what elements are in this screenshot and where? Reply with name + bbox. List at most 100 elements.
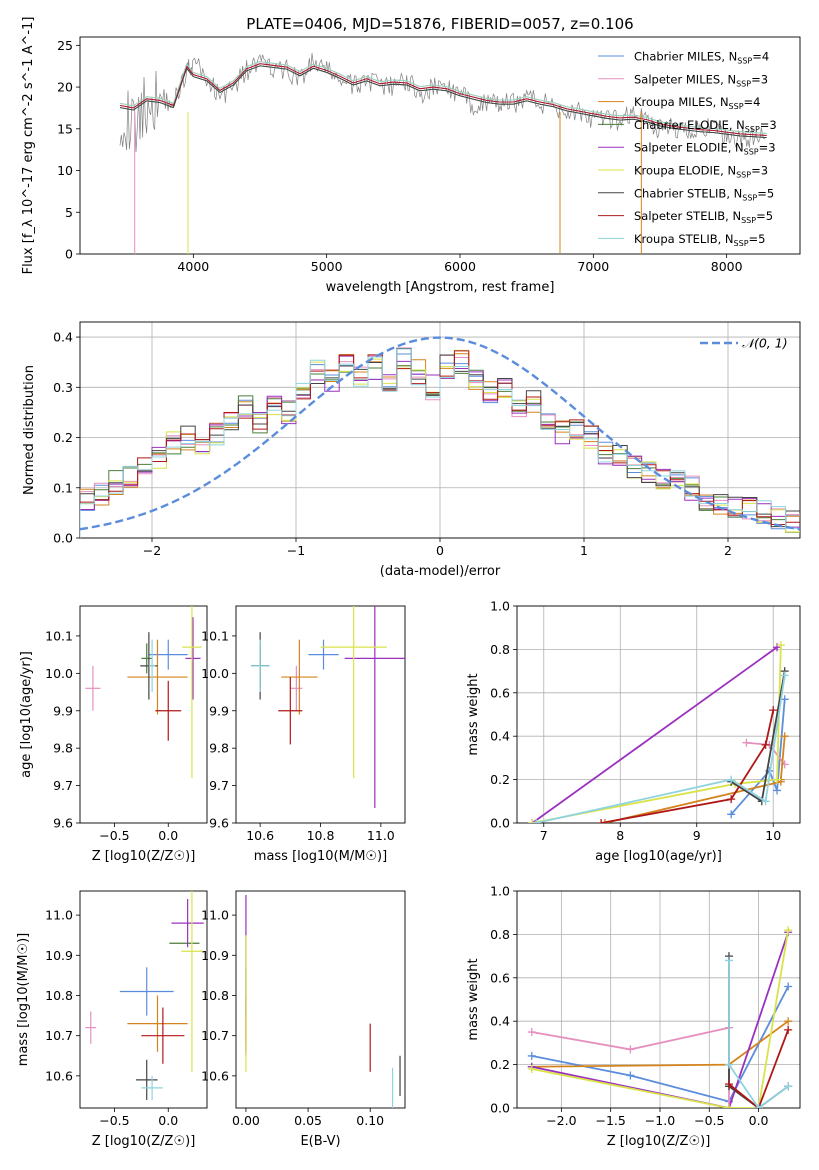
x-axis-label: (data-model)/error [380,564,501,579]
x-axis-label: age [log10(age/yr)] [595,849,722,864]
x-axis-label: wavelength [Angstrom, rest frame] [326,280,555,295]
axes-frame [79,605,208,824]
x-tick-label: 8 [616,828,624,843]
legend-count: =3 [751,72,768,86]
model-spectrum-line [119,65,767,139]
mass-weight-marker [626,1071,635,1080]
y-tick-label: 10.0 [45,666,73,681]
legend-entry: Kroupa MILES, NSSP=4 [634,95,760,111]
x-axis-label: Z [log10(Z/Z☉)] [92,849,196,864]
y-axis-label: Flux [f_λ 10^-17 erg cm^-2 s^-1 A^-1] [21,17,36,275]
legend-subscript: SSP [741,216,756,225]
mass-weight-marker [769,706,778,715]
legend-subscript: SSP [737,57,752,66]
legend-count: =3 [759,141,776,155]
mass-weight-line [728,1029,790,1108]
plot-area [245,895,401,1108]
x-tick-label: 10.6 [246,828,274,843]
axes-frame [235,890,406,1109]
legend-entry: 𝒩(0, 1) [742,336,788,351]
axes-frame [79,321,801,539]
plot-area [85,606,202,779]
x-tick-label: 7000 [577,259,609,274]
y-tick-label: 0.2 [490,772,510,787]
y-axis-label: mass weight [466,958,481,1040]
legend-count: =4 [752,50,769,64]
legend-subscript: SSP [742,193,757,202]
mass-weight-marker [600,819,609,823]
legend-entry: Chabrier STELIB, NSSP=5 [634,186,774,202]
y-tick-label: 9.9 [209,703,229,718]
y-tick-label: 0.1 [53,480,73,495]
legend-entry: Kroupa STELIB, NSSP=5 [634,232,765,248]
x-tick-label: −1 [287,543,305,558]
mass-weight-marker [725,1104,734,1108]
x-tick-label: 0.05 [294,1113,322,1128]
x-tick-label: 9 [693,828,701,843]
y-tick-label: 0.4 [490,729,510,744]
y-tick-label: 0.6 [490,970,510,985]
y-tick-label: 0 [65,247,73,262]
mass-weight-marker [727,810,736,819]
legend-subscript: SSP [744,148,759,157]
y-tick-label: 0.2 [490,1057,510,1072]
x-axis-label: mass [log10(M/M☉)] [254,849,387,864]
massweight-vs-age-panel: 7 8 9 10 0.0 0.2 0.4 0.6 0.8 1.0 age [log10(age/yr… [466,599,801,864]
age-vs-Z-panel: −0.5 0.0 9.6 9.7 9.8 9.9 10.0 10.1 Z [log10(Z/Z☉… [19,605,208,864]
mass-weight-line [531,646,778,823]
x-tick-label: 4000 [177,259,209,274]
mass-weight-marker [742,738,751,747]
y-tick-label: 0.0 [490,816,510,831]
y-tick-label: 10.9 [201,948,229,963]
plot-area [528,641,789,823]
mass-weight-line [728,960,789,1108]
mass-weight-line [531,931,790,1108]
mass-weight-marker [780,671,789,680]
y-tick-label: 10.8 [45,988,73,1003]
mass-weight-marker [725,1080,734,1089]
x-tick-label: −0.5 [694,1113,724,1128]
x-tick-label: −1.0 [645,1113,675,1128]
x-tick-label: 10 [765,828,781,843]
y-tick-label: 0.8 [490,642,510,657]
mass-weight-marker [727,775,736,784]
plot-area [251,606,405,809]
y-tick-label: 0.4 [53,330,73,345]
mass-weight-marker [784,926,793,935]
x-tick-label: 0.00 [232,1113,260,1128]
x-tick-label: 10.8 [307,828,335,843]
plot-area [80,336,800,538]
mass-weight-line [531,929,790,1108]
mass-weight-marker [761,740,770,749]
plot-area [527,926,793,1108]
axes-frame [79,890,208,1109]
legend-count: =5 [749,232,766,246]
legend-entry: Kroupa ELODIE, NSSP=3 [634,164,768,180]
y-tick-label: 10.6 [201,1068,229,1083]
mass-vs-Z-panel: −0.5 0.0 10.6 10.7 10.8 10.9 11.0 Z [log10(Z/Z☉… [16,890,208,1149]
x-tick-label: −0.5 [99,1113,129,1128]
y-tick-label: 10.1 [45,628,73,643]
legend-subscript: SSP [734,239,749,248]
mass-weight-marker [784,982,793,991]
y-tick-label: 5 [65,205,73,220]
legend-entry: Salpeter MILES, NSSP=3 [634,72,768,88]
y-tick-label: 9.7 [209,778,229,793]
y-tick-label: 10.7 [45,1028,73,1043]
spectrum-panel: 4000 5000 6000 7000 8000 0 5 10 15 20 25 wavelength… [21,17,801,295]
mass-vs-ebv-panel: 0.00 0.05 0.10 10.6 10.7 10.8 10.9 11.0 E(B-V) [201,890,406,1149]
y-tick-label: 10.0 [201,666,229,681]
mass-weight-marker [532,819,541,823]
plot-area [85,891,204,1100]
y-tick-label: 0.8 [490,927,510,942]
y-tick-label: 10.1 [201,628,229,643]
mass-weight-marker [773,786,782,795]
y-tick-label: 11.0 [201,908,229,923]
y-tick-label: 1.0 [490,884,510,899]
y-tick-label: 0.3 [53,380,73,395]
legend-subscript: SSP [736,79,751,88]
mass-weight-marker [527,1051,536,1060]
y-tick-label: 11.0 [45,908,73,923]
y-tick-label: 25 [57,38,73,53]
